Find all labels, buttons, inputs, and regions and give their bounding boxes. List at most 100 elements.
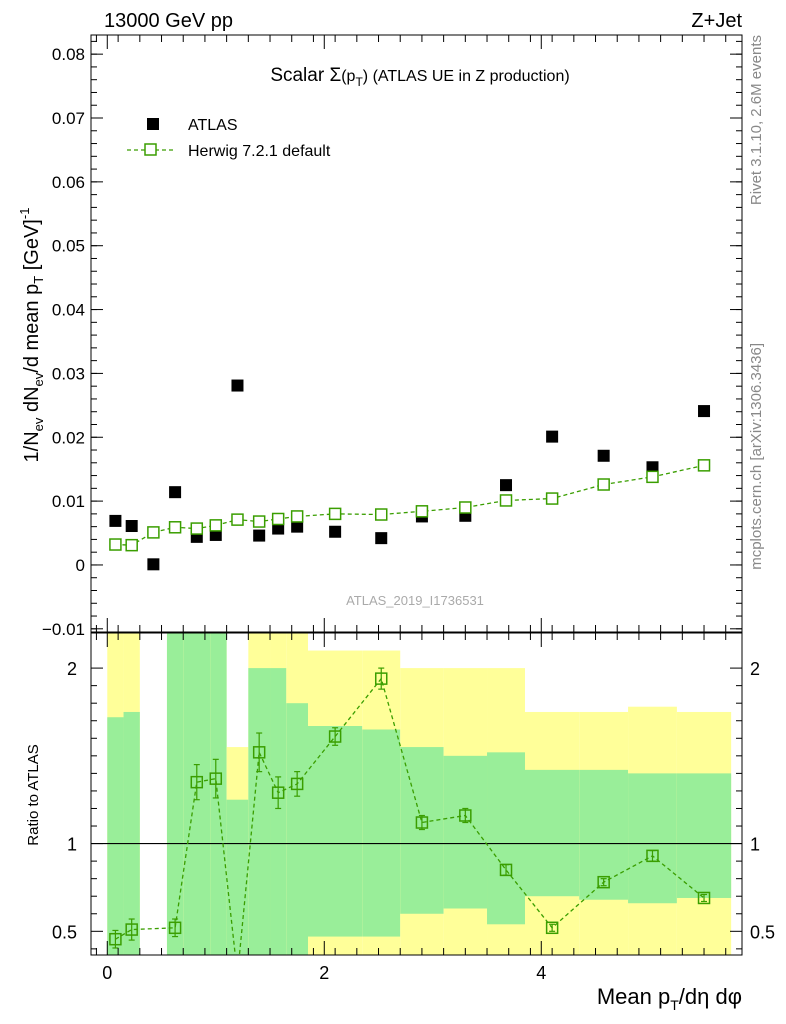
main-panel: −0.01 0 0.01 0.02 0.03 0.04 0.05 0.06 0.07 0.08 S… xyxy=(17,34,743,639)
ratio-band-inner xyxy=(487,752,525,925)
atlas-data-point xyxy=(209,528,222,541)
atlas-data-point xyxy=(169,486,182,499)
ratio-herwig-point xyxy=(597,875,610,889)
atlas-data-point xyxy=(375,532,388,545)
herwig-point xyxy=(597,478,610,491)
ratio-band-inner xyxy=(286,703,308,955)
ratio-frame xyxy=(90,632,743,956)
mcplots-label: mcplots.cern.ch [arXiv:1306.3436] xyxy=(748,343,765,570)
ratio-herwig-point xyxy=(374,672,388,685)
main-y-tick-label: 0.04 xyxy=(52,301,85,320)
ratio-herwig-point xyxy=(415,816,429,829)
herwig-point xyxy=(697,459,711,472)
ratio-herwig-line xyxy=(115,677,705,955)
ratio-herwig-point xyxy=(168,921,182,935)
main-y-tick-label: 0.06 xyxy=(52,173,85,192)
ratio-band-inner xyxy=(123,711,140,955)
herwig-point xyxy=(231,513,244,526)
main-y-tick-label: 0.05 xyxy=(52,237,85,256)
atlas-data-point xyxy=(125,520,138,533)
y-axis-label-main: 1/Nev dNev/d mean pT [GeV]-1 xyxy=(17,208,46,463)
ratio-herwig-point xyxy=(209,772,223,785)
ratio-band-inner xyxy=(628,773,677,904)
header-process: Z+Jet xyxy=(691,10,742,32)
rivet-label: Rivet 3.1.10, 2.6M events xyxy=(748,35,765,205)
herwig-point xyxy=(252,515,266,528)
atlas-data-point xyxy=(646,461,659,474)
x-tick-label: 2 xyxy=(319,963,329,983)
main-y-tick-label: 0.02 xyxy=(52,428,85,447)
herwig-point xyxy=(415,505,429,518)
main-y-tick-label: −0.01 xyxy=(42,620,85,639)
atlas-data-point xyxy=(329,525,342,538)
atlas-data-point xyxy=(698,405,711,418)
ratio-herwig-point xyxy=(109,932,122,946)
ratio-herwig-point xyxy=(125,923,138,936)
legend-mc-marker xyxy=(144,143,157,156)
ratio-herwig-point xyxy=(232,970,243,981)
atlas-data-point xyxy=(291,520,304,533)
ratio-herwig-point xyxy=(252,746,266,759)
main-y-tick-label: 0.07 xyxy=(52,109,85,128)
atlas-data-point xyxy=(500,479,513,492)
ratio-herwig-point xyxy=(545,921,559,935)
legend-mc-label: Herwig 7.2.1 default xyxy=(188,143,331,160)
herwig-point xyxy=(109,538,122,551)
herwig-line xyxy=(115,464,705,546)
ratio-band-inner xyxy=(525,769,580,897)
atlas-data-point xyxy=(546,430,559,443)
main-y-tick-label: 0.03 xyxy=(52,364,85,383)
main-y-tick-label: 0 xyxy=(76,556,85,575)
ratio-y-tick-label-right: 1 xyxy=(750,835,760,855)
atlas-data-point xyxy=(231,379,244,392)
ratio-y-tick-label-right: 2 xyxy=(750,659,760,679)
herwig-point xyxy=(459,501,472,514)
ratio-band-inner xyxy=(676,773,732,898)
main-y-tick-label: 0.08 xyxy=(52,45,85,64)
analysis-watermark: ATLAS_2019_I1736531 xyxy=(346,593,484,608)
plot-title: Scalar Σ(pT) (ATLAS UE in Z production) xyxy=(270,65,569,89)
ratio-panel: 0.5 0.5 1 1 2 2 0 2 4 Ratio to ATLAS xyxy=(25,632,775,983)
herwig-point xyxy=(328,507,342,521)
main-y-tick-label: 0.01 xyxy=(52,492,85,511)
x-tick-label: 0 xyxy=(102,963,112,983)
atlas-data-point xyxy=(109,514,122,527)
ratio-band-inner xyxy=(400,747,444,914)
ratio-band-inner xyxy=(107,717,124,955)
ratio-herwig-point xyxy=(697,891,711,905)
header-energy: 13000 GeV pp xyxy=(104,10,233,32)
ratio-y-tick-label: 2 xyxy=(67,659,77,679)
x-axis-label: Mean pT/dη dφ xyxy=(597,984,742,1013)
ratio-y-tick-label: 0.5 xyxy=(52,922,77,942)
atlas-data-point xyxy=(147,558,160,571)
ratio-band-inner xyxy=(210,633,227,955)
ratio-herwig-point xyxy=(499,863,513,877)
ratio-band-inner xyxy=(166,633,184,955)
ratio-band-inner xyxy=(362,729,401,937)
herwig-point xyxy=(190,522,204,535)
ratio-band-inner xyxy=(443,755,488,909)
legend-data-label: ATLAS xyxy=(188,117,238,134)
ratio-band-inner xyxy=(248,668,271,955)
atlas-data-point xyxy=(459,509,472,522)
ratio-band-inner xyxy=(226,799,249,955)
atlas-data-point xyxy=(253,529,266,542)
herwig-point xyxy=(209,519,223,532)
ratio-herwig-point xyxy=(328,730,342,743)
ratio-band-inner xyxy=(270,668,287,955)
herwig-point xyxy=(147,526,160,539)
herwig-point xyxy=(545,492,559,505)
ratio-herwig-point xyxy=(271,786,285,799)
ratio-y-tick-label-right: 0.5 xyxy=(750,922,775,942)
herwig-point xyxy=(374,508,388,521)
herwig-point xyxy=(168,521,182,534)
atlas-data-point xyxy=(272,522,285,535)
y-axis-label-ratio: Ratio to ATLAS xyxy=(25,744,42,845)
herwig-point xyxy=(125,538,138,552)
legend: ATLAS Herwig 7.2.1 default xyxy=(127,117,331,160)
herwig-point xyxy=(499,494,513,507)
herwig-point xyxy=(646,470,659,484)
legend-data-marker xyxy=(147,118,159,130)
ratio-herwig-point xyxy=(459,809,472,822)
